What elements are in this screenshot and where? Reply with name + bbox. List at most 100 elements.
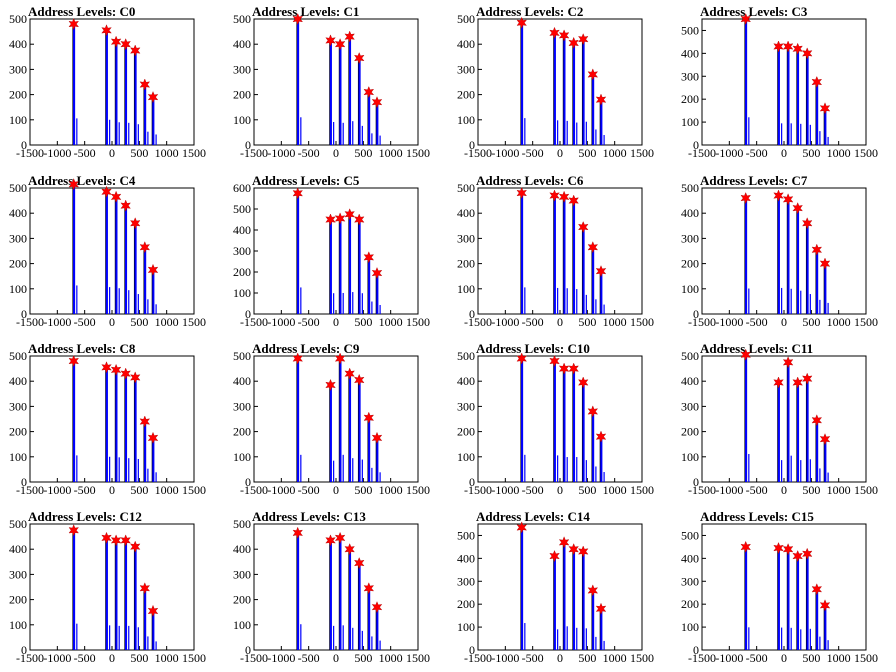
plot-frame	[477, 523, 643, 651]
hist-bar-minor	[566, 120, 568, 145]
y-tick-label: 500	[233, 517, 251, 531]
hist-bar-minor	[109, 119, 111, 145]
y-tick-label: 300	[457, 399, 475, 413]
peak-marker	[811, 243, 823, 256]
x-tick-label: -1000	[267, 651, 295, 665]
hist-bar	[591, 590, 595, 650]
y-tick-label: 100	[9, 450, 27, 464]
hist-bar	[124, 44, 128, 146]
x-tick-label: 500	[354, 651, 372, 665]
y-tick-label: 300	[681, 574, 699, 588]
hist-bar-minor	[781, 123, 783, 145]
x-tick-label: -500	[74, 483, 96, 497]
hist-bar-minor	[585, 121, 587, 145]
x-tick-label: 500	[130, 483, 148, 497]
hist-bar	[152, 269, 155, 314]
x-tick-label: -1500	[688, 146, 716, 160]
plot-frame	[29, 187, 195, 315]
hist-bar	[143, 247, 147, 314]
hist-bar	[143, 588, 147, 650]
hist-bar-minor	[819, 299, 821, 314]
hist-bar-minor	[557, 629, 559, 650]
peak-marker	[568, 543, 579, 556]
hist-bar	[563, 196, 566, 314]
hist-bar	[553, 32, 556, 145]
y-tick-label: 500	[233, 202, 251, 216]
hist-bar-minor	[379, 472, 381, 482]
panel-c9: Address Levels: C90100200300400500-1500-…	[233, 341, 430, 497]
x-tick-label: -500	[746, 315, 768, 329]
plot-frame	[29, 18, 195, 146]
y-tick-label: 300	[457, 62, 475, 76]
hist-bar-minor	[748, 627, 750, 650]
hist-bar-minor	[603, 472, 605, 482]
x-tick-label: 0	[333, 483, 339, 497]
x-tick-label: 500	[354, 315, 372, 329]
hist-bar-minor	[118, 288, 120, 314]
hist-bar-minor	[781, 627, 783, 650]
hist-bar-minor	[109, 625, 111, 650]
hist-bar	[806, 378, 809, 482]
y-tick-label: 100	[681, 450, 699, 464]
hist-bar-minor	[524, 454, 526, 482]
hist-bar-minor	[371, 467, 373, 482]
y-tick-label: 100	[457, 450, 475, 464]
x-tick-label: 0	[557, 651, 563, 665]
hist-bar	[520, 193, 524, 314]
panel-title: Address Levels: C3	[700, 4, 808, 19]
x-tick-label: 1500	[406, 651, 430, 665]
y-tick-label: 500	[9, 349, 27, 363]
y-tick-label: 400	[9, 37, 27, 51]
hist-bar-minor	[800, 629, 802, 650]
peak-marker	[578, 376, 589, 389]
x-tick-label: 0	[333, 315, 339, 329]
hist-bar	[348, 373, 352, 482]
peak-marker	[354, 213, 365, 226]
peak-marker	[558, 536, 570, 549]
peak-marker	[516, 16, 527, 29]
plot-frame	[701, 187, 867, 315]
hist-bar-minor	[603, 304, 605, 314]
peak-marker	[344, 208, 355, 221]
y-tick-label: 100	[681, 115, 699, 129]
x-tick-label: -1500	[688, 483, 716, 497]
hist-bar-minor	[827, 640, 829, 650]
hist-bar	[806, 553, 809, 650]
x-tick-label: -1500	[240, 146, 268, 160]
peak-marker	[354, 52, 365, 65]
y-tick-label: 100	[9, 618, 27, 632]
x-tick-label: 500	[578, 651, 596, 665]
x-tick-label: -1500	[464, 146, 492, 160]
hist-bar-minor	[300, 117, 302, 145]
x-tick-label: 0	[557, 483, 563, 497]
hist-bar-minor	[524, 118, 526, 145]
x-tick-label: 1000	[603, 315, 627, 329]
x-tick-label: 1500	[406, 315, 430, 329]
peak-marker	[139, 241, 151, 254]
peak-marker	[578, 545, 589, 558]
hist-bar	[591, 74, 595, 145]
x-tick-label: -1500	[16, 483, 44, 497]
peak-marker	[792, 202, 803, 215]
x-tick-label: -500	[746, 651, 768, 665]
hist-bar	[134, 50, 137, 145]
hist-bar-minor	[595, 129, 597, 145]
hist-bar-minor	[827, 472, 829, 482]
hist-bar	[796, 208, 800, 314]
x-tick-label: -1000	[43, 651, 71, 665]
peak-marker	[802, 217, 813, 230]
hist-bar-minor	[147, 468, 149, 482]
hist-bar	[815, 82, 819, 145]
hist-bar	[553, 195, 556, 314]
x-tick-label: 1500	[854, 315, 878, 329]
hist-bar	[787, 362, 790, 482]
peak-marker	[120, 199, 131, 212]
hist-bar-minor	[118, 457, 120, 482]
x-tick-label: 1500	[406, 146, 430, 160]
peak-marker	[558, 190, 570, 203]
x-tick-label: 500	[130, 315, 148, 329]
hist-bar-minor	[371, 133, 373, 145]
hist-bar-minor	[781, 287, 783, 314]
x-tick-label: 0	[557, 315, 563, 329]
panel-title: Address Levels: C7	[700, 173, 808, 188]
